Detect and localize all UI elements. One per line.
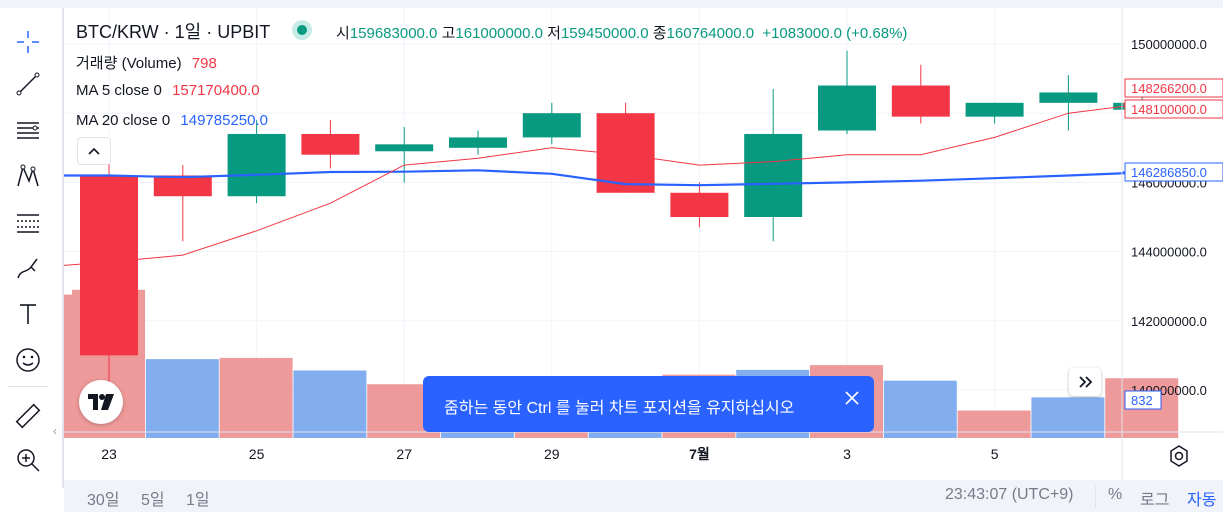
volume-bar xyxy=(145,359,219,438)
ma20-legend[interactable]: MA 20 close 0 149785250.0 xyxy=(76,112,268,129)
ma5-value: 157170400.0 xyxy=(172,82,260,99)
ma20-line xyxy=(64,169,1143,187)
ma5-legend[interactable]: MA 5 close 0 157170400.0 xyxy=(76,82,260,99)
time-tick-label: 23 xyxy=(101,446,117,462)
price-label-box xyxy=(1124,78,1223,98)
candle-body-down xyxy=(670,192,729,217)
fib-retracement-icon[interactable] xyxy=(8,204,48,240)
candle-body-up xyxy=(1039,92,1098,103)
horizontal-lines-icon[interactable] xyxy=(8,112,48,148)
symbol-title[interactable]: BTC/KRW · 1일 · UPBIT xyxy=(76,22,271,42)
volume-bar-offscreen xyxy=(64,294,72,438)
toast-message: 줌하는 동안 Ctrl 를 눌러 차트 포지션을 유지하십시오 xyxy=(444,400,795,417)
low-value: 159450000.0 xyxy=(560,25,649,42)
volume-bar xyxy=(293,370,367,438)
top-strip xyxy=(0,0,1223,8)
range-5d[interactable]: 5일 xyxy=(141,492,165,509)
bottom-divider xyxy=(1095,486,1096,508)
ma5-label: MA 5 close 0 xyxy=(76,82,162,99)
ruler-icon[interactable] xyxy=(8,398,48,434)
tradingview-logo[interactable] xyxy=(79,380,123,424)
clock[interactable]: 23:43:07 (UTC+9) xyxy=(945,486,1074,503)
price-label-ma5: 148266200.0 xyxy=(1131,81,1207,96)
price-tick-label: 150000000.0 xyxy=(1131,37,1207,52)
change-value: +1083000.0 (+0.68%) xyxy=(762,25,908,42)
scroll-to-realtime-button[interactable] xyxy=(1069,368,1101,396)
close-value: 160764000.0 xyxy=(666,25,755,42)
percent-toggle[interactable]: % xyxy=(1108,486,1123,503)
low-label: 저 xyxy=(547,25,561,42)
bottom-bar: 30일 5일 1일 23:43:07 (UTC+9) % 로그 자동 xyxy=(64,480,1223,512)
price-label-volume: 832 xyxy=(1131,393,1153,408)
toolbar-separator xyxy=(62,8,64,488)
price-tick-label: 144000000.0 xyxy=(1131,245,1207,260)
candle-body-down xyxy=(301,133,360,155)
toolbar-divider xyxy=(8,386,48,387)
price-label-ma20: 146286850.0 xyxy=(1131,165,1207,180)
volume-bar xyxy=(883,380,957,438)
price-label-box xyxy=(1124,390,1162,410)
log-toggle[interactable]: 로그 xyxy=(1140,492,1170,509)
brush-icon[interactable] xyxy=(8,250,48,286)
open-label: 시 xyxy=(336,25,350,42)
volume-legend[interactable]: 거래량 (Volume) 798 xyxy=(76,52,217,73)
volume-bar xyxy=(1031,397,1105,438)
high-value: 161000000.0 xyxy=(455,25,543,42)
time-tick-label: 27 xyxy=(396,446,412,462)
price-tick-label: 142000000.0 xyxy=(1131,314,1207,329)
auto-toggle[interactable]: 자동 xyxy=(1187,492,1217,509)
volume-bar xyxy=(219,357,293,438)
close-icon[interactable] xyxy=(842,388,862,408)
zoom-in-icon[interactable] xyxy=(8,442,48,478)
emoji-icon[interactable] xyxy=(8,342,48,378)
ma5-line xyxy=(64,103,1143,266)
time-axis: 23 25 27 29 7월 3 5 xyxy=(101,446,998,462)
pattern-icon[interactable] xyxy=(8,158,48,194)
high-label: 고 xyxy=(441,25,456,42)
chevron-up-icon xyxy=(88,147,100,155)
volume-value: 798 xyxy=(191,55,217,72)
price-label-last: 148100000.0 xyxy=(1131,102,1207,117)
price-label-box xyxy=(1124,99,1223,119)
time-tick-label: 7월 xyxy=(689,446,710,462)
tradingview-logo-icon xyxy=(88,394,114,410)
range-1d[interactable]: 1일 xyxy=(186,492,210,509)
candle-body-up xyxy=(744,133,803,217)
volume-bar xyxy=(957,410,1031,438)
candle-body-up xyxy=(965,102,1024,117)
time-tick-label: 3 xyxy=(843,446,851,462)
double-chevron-right-icon xyxy=(1079,376,1093,388)
ohlc-values: 시159683000.0 고161000000.0 저159450000.0 종… xyxy=(336,22,907,43)
candle-body-up xyxy=(227,133,286,197)
time-tick-label: 5 xyxy=(991,446,999,462)
collapse-toolbar-handle[interactable]: ‹ xyxy=(53,424,57,438)
price-axis-labels: 148266200.0 148100000.0 146286850.0 832 xyxy=(1124,78,1223,410)
candle-body-up xyxy=(818,85,876,131)
candles xyxy=(80,50,1172,390)
settings-icon[interactable] xyxy=(1166,443,1192,469)
volume-label: 거래량 (Volume) xyxy=(76,55,182,72)
ma20-label: MA 20 close 0 xyxy=(76,112,171,129)
drawing-toolbar xyxy=(0,8,56,512)
zoom-tip-toast: 줌하는 동안 Ctrl 를 눌러 차트 포지션을 유지하십시오 xyxy=(423,376,874,432)
candle-body-up xyxy=(522,113,581,138)
open-value: 159683000.0 xyxy=(349,25,438,42)
collapse-legend-button[interactable] xyxy=(77,137,111,165)
candle-body-up xyxy=(449,137,507,148)
candle-body-down xyxy=(153,175,212,197)
market-status-icon[interactable] xyxy=(292,20,312,40)
time-tick-label: 29 xyxy=(544,446,560,462)
close-label: 종 xyxy=(652,25,667,42)
ma20-value: 149785250.0 xyxy=(180,112,268,129)
crosshair-icon[interactable] xyxy=(8,24,48,60)
moving-averages xyxy=(64,103,1143,266)
text-icon[interactable] xyxy=(8,296,48,332)
price-label-box xyxy=(1124,162,1223,182)
candle-body-down xyxy=(891,85,950,117)
trend-line-icon[interactable] xyxy=(8,66,48,102)
candle-body-down xyxy=(80,175,138,356)
candle-body-up xyxy=(375,144,434,152)
range-30d[interactable]: 30일 xyxy=(87,492,120,509)
time-tick-label: 25 xyxy=(249,446,265,462)
